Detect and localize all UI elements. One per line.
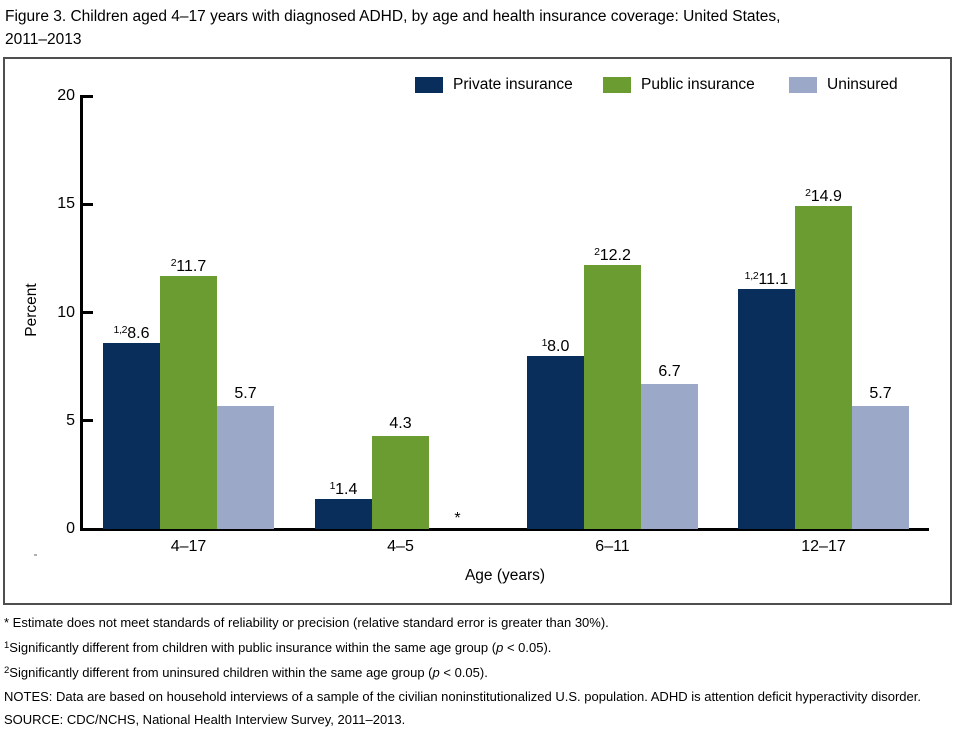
footnote-line-1: * Estimate does not meet standards of re… <box>4 615 609 630</box>
figure-title-line2: 2011–2013 <box>5 30 82 48</box>
footnote-line-3: 2Significantly different from uninsured … <box>4 665 488 681</box>
y-tick-mark-10 <box>83 311 93 314</box>
missing-estimate-marker-uninsured-4-5: * <box>454 510 461 527</box>
bar-value-label-uninsured-4-17: 5.7 <box>234 385 257 402</box>
bar-value-label-private-insurance-12-17: 1,211.1 <box>744 270 789 288</box>
significance-superscript: 2 <box>594 246 600 258</box>
bar-value-label-public-insurance-12-17: 214.9 <box>805 187 842 205</box>
bar-value-label-uninsured-6-11: 6.7 <box>658 363 681 380</box>
bar-private-insurance-4-5 <box>315 499 372 529</box>
footnotes: * Estimate does not meet standards of re… <box>4 611 956 731</box>
bar-public-insurance-4-5 <box>372 436 429 529</box>
bar-private-insurance-4-17 <box>103 343 160 529</box>
bar-value-label-private-insurance-6-11: 18.0 <box>541 337 570 355</box>
legend-item-uninsured: Uninsured <box>789 76 898 94</box>
bar-value-label-private-insurance-4-5: 11.4 <box>329 480 358 498</box>
significance-superscript: 1,2 <box>744 270 759 282</box>
bar-value-label-uninsured-12-17: 5.7 <box>869 385 892 402</box>
legend-swatch-private-insurance <box>415 77 443 93</box>
significance-superscript: 2 <box>805 187 811 199</box>
y-tick-mark-15 <box>83 202 93 206</box>
footnote-line-2: 1Significantly different from children w… <box>4 640 552 656</box>
x-category-label-12-17: 12–17 <box>801 538 846 555</box>
legend-item-public-insurance: Public insurance <box>603 76 755 94</box>
figure-title: Figure 3. Children aged 4–17 years with … <box>5 6 953 51</box>
bar-uninsured-12-17 <box>852 406 909 529</box>
significance-superscript: 2 <box>170 257 177 269</box>
y-tick-label-15: 15 <box>57 195 75 213</box>
legend-label: Private insurance <box>453 76 573 93</box>
footnote-line-5: SOURCE: CDC/NCHS, National Health Interv… <box>4 711 406 727</box>
y-tick-mark-5 <box>83 419 93 423</box>
legend-swatch-uninsured <box>789 77 817 93</box>
significance-superscript: 1 <box>541 337 548 349</box>
legend-swatch-public-insurance <box>603 77 631 93</box>
figure-title-line1: Figure 3. Children aged 4–17 years with … <box>5 8 781 25</box>
footnote-line-4: NOTES: Data are based on household inter… <box>4 688 921 704</box>
y-tick-label-5: 5 <box>66 411 75 429</box>
bar-uninsured-6-11 <box>641 384 698 529</box>
y-axis-title: Percent <box>23 283 40 337</box>
chart-frame: Private insurance Public insurance Uninsur… <box>3 57 952 605</box>
bar-value-label-public-insurance-4-17: 211.7 <box>170 257 207 275</box>
bar-public-insurance-4-17 <box>160 276 217 529</box>
bar-value-label-private-insurance-4-17: 1,28.6 <box>113 324 150 342</box>
bar-uninsured-4-17 <box>217 406 274 529</box>
bar-value-label-public-insurance-6-11: 212.2 <box>594 246 631 264</box>
significance-superscript: 1,2 <box>113 324 128 336</box>
y-tick-label-20: 20 <box>57 87 75 104</box>
bar-public-insurance-12-17 <box>795 206 852 529</box>
x-category-label-4-5: 4–5 <box>387 538 414 555</box>
y-tick-label-10: 10 <box>57 303 75 321</box>
y-axis-line <box>80 95 83 531</box>
bar-private-insurance-12-17 <box>738 289 795 529</box>
bar-public-insurance-6-11 <box>584 265 641 529</box>
x-category-label-4-17: 4–17 <box>170 538 207 555</box>
legend-label: Uninsured <box>827 76 898 93</box>
significance-superscript: 1 <box>329 480 336 492</box>
bar-value-label-public-insurance-4-5: 4.3 <box>389 415 412 432</box>
y-tick-mark-20 <box>83 94 93 98</box>
bar-private-insurance-6-11 <box>527 356 584 529</box>
y-tick-label-0: 0 <box>66 520 75 537</box>
stray-artifact-dot <box>34 554 37 556</box>
legend-item-private-insurance: Private insurance <box>415 76 573 94</box>
x-axis-line <box>80 528 929 531</box>
legend-label: Public insurance <box>641 76 755 93</box>
x-axis-title: Age (years) <box>464 567 546 584</box>
x-category-label-6-11: 6–11 <box>595 538 630 555</box>
